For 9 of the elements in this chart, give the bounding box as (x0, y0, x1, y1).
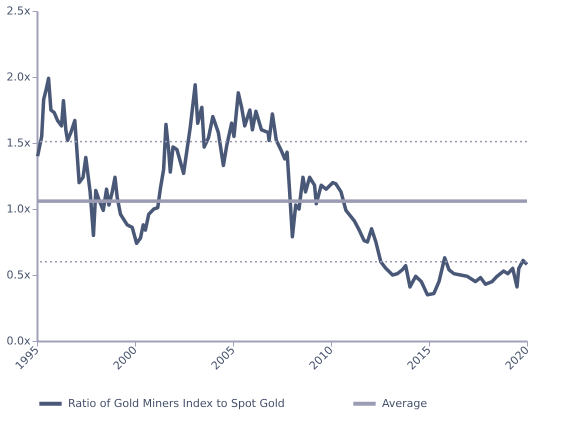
legend-label: Average (382, 396, 428, 410)
y-tick-label: 2.0x (6, 70, 31, 84)
line-series (36, 76, 529, 297)
y-tick-label: 0.0x (6, 334, 31, 348)
y-tick-label: 0.5x (6, 268, 31, 282)
y-tick-label: 1.5x (6, 136, 31, 150)
y-tick-label: 2.5x (6, 4, 31, 18)
legend-label: Ratio of Gold Miners Index to Spot Gold (68, 396, 285, 410)
y-tick-label: 1.0x (6, 202, 31, 216)
